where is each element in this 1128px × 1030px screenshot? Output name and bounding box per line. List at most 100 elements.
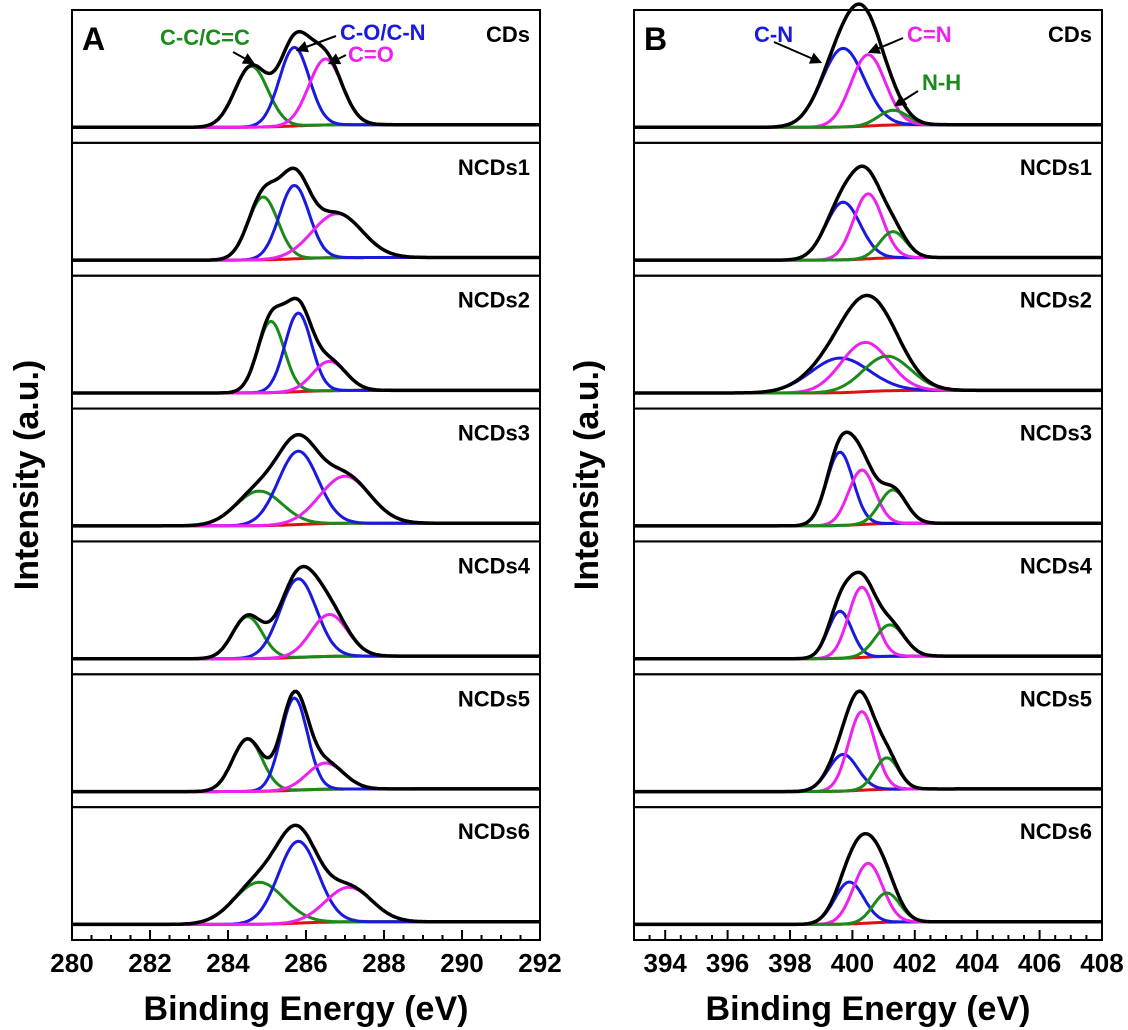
- component-line-n-h: [634, 891, 1102, 926]
- component-line-c-o: [72, 612, 540, 661]
- panel-b: CDs NCDs1 NCDs2 NCDs3 NCDs4 NCDs5 NCDs6 B C-N C=N…: [568, 2, 1124, 1028]
- envelope-line: [634, 831, 1102, 927]
- subplot-ncds3: NCDs3: [633, 407, 1103, 543]
- component-line-c-n: [634, 53, 1102, 129]
- component-line-c-o: [72, 212, 540, 262]
- sample-label: NCDs5: [458, 686, 530, 711]
- envelope-line: [634, 689, 1102, 794]
- sample-label: NCDs6: [1020, 819, 1092, 844]
- y-axis-title: Intensity (a.u.): [8, 360, 46, 590]
- component-line-c-n: [634, 880, 1102, 926]
- subplot-ncds2: NCDs2: [633, 274, 1103, 410]
- annotation-label: C-N: [754, 22, 793, 47]
- subplot-ncds5: NCDs5: [633, 673, 1103, 809]
- x-tick-label: 288: [362, 948, 405, 978]
- component-line-n-h: [634, 488, 1102, 528]
- x-tick-label: 398: [768, 948, 811, 978]
- envelope-line: [634, 164, 1102, 262]
- sample-label: NCDs4: [1020, 553, 1093, 578]
- component-line-c-n: [634, 609, 1102, 661]
- component-line-c-o-c-n: [72, 577, 540, 661]
- component-line-c-o-c-n: [72, 183, 540, 262]
- component-line-c-n: [634, 46, 1102, 129]
- envelope-line: [634, 430, 1102, 528]
- annotation-arrow: [893, 90, 919, 107]
- component-line-c-o: [72, 885, 540, 926]
- sample-label: NCDs4: [458, 553, 531, 578]
- panel-letter: B: [644, 21, 667, 57]
- component-line-c-n: [634, 356, 1102, 395]
- x-tick-label: 394: [644, 948, 688, 978]
- component-line-n-h: [634, 756, 1102, 794]
- annotation-arrow: [232, 51, 256, 65]
- component-line-c-c-c-c: [72, 64, 540, 129]
- sample-label: CDs: [1048, 22, 1092, 47]
- component-line-c-n: [634, 192, 1102, 262]
- component-line-c-n: [634, 200, 1102, 262]
- sample-label: NCDs6: [458, 819, 530, 844]
- annotation-label: C=N: [907, 22, 952, 47]
- x-tick-label: 404: [956, 948, 1000, 978]
- x-tick-label: 284: [206, 948, 250, 978]
- component-line-c-o-c-n: [72, 839, 540, 926]
- subplot-ncds3: NCDs3: [71, 407, 541, 543]
- sample-label: NCDs3: [458, 421, 530, 446]
- x-tick-label: 406: [1018, 948, 1061, 978]
- envelope-line: [72, 296, 540, 395]
- subplot-ncds5: NCDs5: [71, 673, 541, 809]
- x-tick-label: 396: [706, 948, 749, 978]
- envelope-line: [634, 570, 1102, 661]
- envelope-line: [634, 2, 1102, 130]
- sample-label: NCDs1: [458, 155, 530, 180]
- sample-label: NCDs2: [458, 288, 530, 313]
- component-line-c-o-c-n: [72, 449, 540, 528]
- x-tick-label: 292: [518, 948, 561, 978]
- envelope-line: [72, 564, 540, 661]
- sample-label: NCDs1: [1020, 155, 1092, 180]
- subplot-ncds1: NCDs1: [633, 141, 1103, 277]
- component-line-c-n: [634, 861, 1102, 926]
- envelope-line: [634, 293, 1102, 395]
- x-tick-label: 408: [1080, 948, 1123, 978]
- x-axis-title: Binding Energy (eV): [706, 990, 1031, 1028]
- x-tick-label: 282: [128, 948, 171, 978]
- subplot-ncds6: NCDs6: [71, 806, 541, 942]
- envelope-line: [72, 823, 540, 927]
- component-line-c-c-c-c: [72, 737, 540, 794]
- x-tick-label: 290: [440, 948, 483, 978]
- annotation-arrow: [773, 41, 823, 64]
- x-axis: 280 282 284 286 288 290 292: [50, 930, 562, 978]
- y-axis-title: Intensity (a.u.): [568, 360, 606, 590]
- x-tick-label: 286: [284, 948, 327, 978]
- subplot-ncds4: NCDs4: [71, 540, 541, 676]
- panel-a: CDs NCDs1 NCDs2 NCDs3 NCDs4 NCDs5 NCDs6 A C-C/C=…: [8, 9, 562, 1028]
- subplot-cds: CDs: [71, 9, 541, 144]
- subplot-frame: [71, 9, 541, 144]
- component-line-c-n: [634, 752, 1102, 794]
- x-tick-label: 400: [831, 948, 874, 978]
- panel-letter: A: [82, 21, 105, 57]
- envelope-line: [72, 432, 540, 528]
- envelope-line: [72, 29, 540, 130]
- annotation-arrow: [327, 53, 347, 65]
- x-axis-title: Binding Energy (eV): [144, 990, 469, 1028]
- component-line-c-o-c-n: [72, 45, 540, 129]
- annotation-label: C=O: [348, 42, 394, 67]
- sample-label: NCDs5: [1020, 686, 1092, 711]
- x-axis: 394 396 398 400 402 404 406 408: [633, 930, 1124, 978]
- envelope-line: [72, 689, 540, 794]
- subplot-ncds6: NCDs6: [633, 806, 1103, 942]
- subplot-ncds4: NCDs4: [633, 540, 1103, 676]
- sample-label: NCDs2: [1020, 288, 1092, 313]
- annotation-label: N-H: [922, 70, 961, 95]
- subplot-cds: CDs: [633, 2, 1103, 144]
- envelope-line: [72, 166, 540, 262]
- component-line-n-h: [634, 354, 1102, 395]
- sample-label: CDs: [486, 22, 530, 47]
- annotation-arrow: [295, 35, 337, 53]
- annotation-arrow: [867, 37, 904, 54]
- subplot-ncds1: NCDs1: [71, 141, 541, 277]
- x-tick-label: 402: [893, 948, 936, 978]
- subplot-ncds2: NCDs2: [71, 274, 541, 410]
